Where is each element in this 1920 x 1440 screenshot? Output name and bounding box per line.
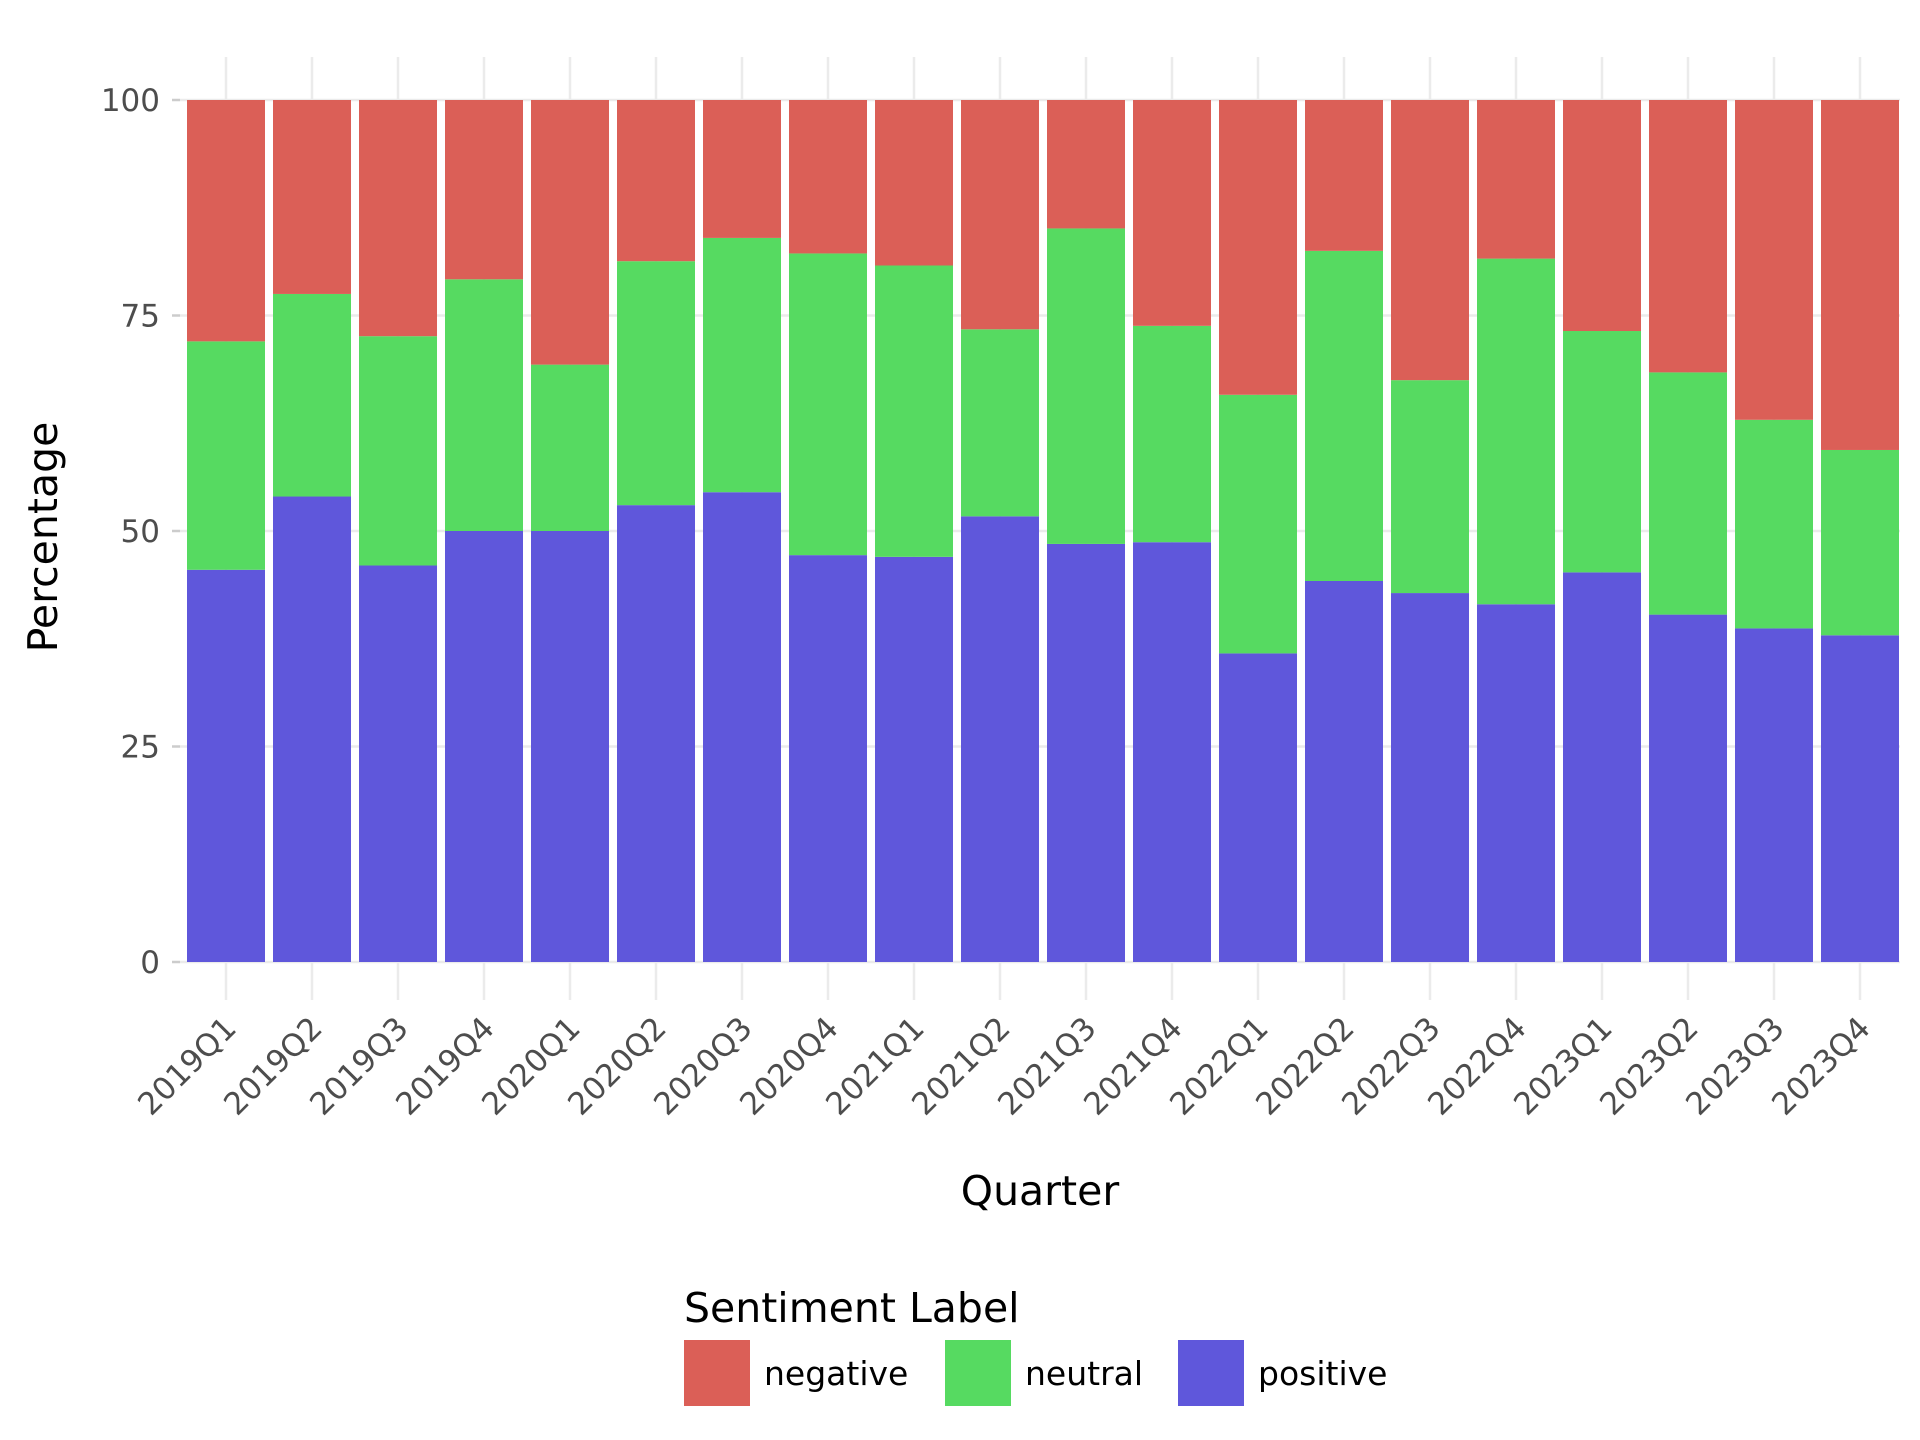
bar-segment-negative <box>1649 100 1727 373</box>
bar-segment-neutral <box>1821 449 1899 636</box>
bar-segment-negative <box>789 100 867 254</box>
bar-segment-negative <box>1735 100 1813 420</box>
bar-segment-positive <box>1477 604 1555 962</box>
bar-segment-negative <box>1391 100 1469 381</box>
bar-segment-negative <box>875 100 953 266</box>
bar-segment-positive <box>789 555 867 962</box>
bar-segment-neutral <box>359 336 437 566</box>
bar-segment-positive <box>1563 572 1641 962</box>
bar-segment-neutral <box>1735 419 1813 629</box>
bars-layer <box>187 100 1899 962</box>
bar-segment-neutral <box>1391 380 1469 594</box>
bar-segment-negative <box>1047 100 1125 229</box>
bar-segment-positive <box>1047 543 1125 962</box>
y-tick-label: 75 <box>121 299 160 335</box>
legend-key-neutral <box>945 1340 1011 1406</box>
legend-label-positive: positive <box>1258 1354 1387 1393</box>
bar-segment-positive <box>1821 635 1899 962</box>
x-tick-labels: 2019Q12019Q22019Q32019Q42020Q12020Q22020… <box>131 1010 1877 1122</box>
bar-segment-neutral <box>789 253 867 556</box>
bar-segment-neutral <box>617 261 695 506</box>
bar-segment-positive <box>961 516 1039 962</box>
bar-segment-negative <box>1219 100 1297 395</box>
bar-segment-positive <box>531 531 609 962</box>
bar-segment-negative <box>531 100 609 365</box>
bar-segment-neutral <box>1047 228 1125 544</box>
bar-segment-positive <box>1391 593 1469 962</box>
bar-segment-neutral <box>1649 372 1727 615</box>
bar-segment-neutral <box>1305 250 1383 581</box>
bar-segment-positive <box>273 496 351 962</box>
bar-segment-negative <box>1305 100 1383 251</box>
bar-segment-neutral <box>961 329 1039 517</box>
bar-segment-positive <box>1649 614 1727 962</box>
bar-segment-positive <box>1133 542 1211 962</box>
y-axis-title: Percentage <box>19 422 67 653</box>
x-axis-title: Quarter <box>961 1167 1120 1215</box>
bar-segment-neutral <box>1563 331 1641 573</box>
bar-segment-neutral <box>703 237 781 493</box>
y-tick-label: 50 <box>121 514 160 550</box>
y-tick-label: 0 <box>140 945 160 981</box>
bar-segment-negative <box>1563 100 1641 332</box>
bar-segment-neutral <box>1219 394 1297 654</box>
bar-segment-negative <box>1821 100 1899 450</box>
legend-key-positive <box>1178 1340 1244 1406</box>
bar-segment-positive <box>703 492 781 962</box>
bar-segment-negative <box>1133 100 1211 326</box>
bar-segment-negative <box>961 100 1039 330</box>
bar-segment-negative <box>187 100 265 342</box>
bar-segment-negative <box>617 100 695 262</box>
bar-segment-neutral <box>875 265 953 557</box>
y-tick-labels: 0 25 50 75 100 <box>101 83 160 981</box>
bar-segment-positive <box>445 531 523 962</box>
bar-segment-negative <box>703 100 781 238</box>
bar-segment-neutral <box>1133 325 1211 543</box>
bar-segment-positive <box>1735 628 1813 962</box>
bar-segment-positive <box>617 505 695 962</box>
bar-segment-positive <box>359 565 437 962</box>
bar-segment-positive <box>1305 580 1383 962</box>
y-tick-label: 25 <box>121 730 160 766</box>
bar-segment-negative <box>359 100 437 337</box>
bar-segment-negative <box>445 100 523 280</box>
legend-title: Sentiment Label <box>684 1284 1020 1332</box>
legend-label-negative: negative <box>764 1354 908 1393</box>
bar-segment-neutral <box>531 364 609 531</box>
bar-segment-positive <box>1219 653 1297 962</box>
bar-segment-neutral <box>445 279 523 531</box>
bar-segment-neutral <box>1477 258 1555 605</box>
bar-segment-positive <box>875 556 953 962</box>
bar-segment-negative <box>1477 100 1555 259</box>
legend-label-neutral: neutral <box>1025 1354 1143 1393</box>
bar-segment-positive <box>187 569 265 962</box>
y-tick-label: 100 <box>101 83 160 119</box>
bar-segment-neutral <box>273 293 351 497</box>
bar-segment-negative <box>273 100 351 294</box>
legend: Sentiment Label negative neutral positive <box>684 1284 1387 1406</box>
legend-key-negative <box>684 1340 750 1406</box>
bar-segment-neutral <box>187 341 265 570</box>
